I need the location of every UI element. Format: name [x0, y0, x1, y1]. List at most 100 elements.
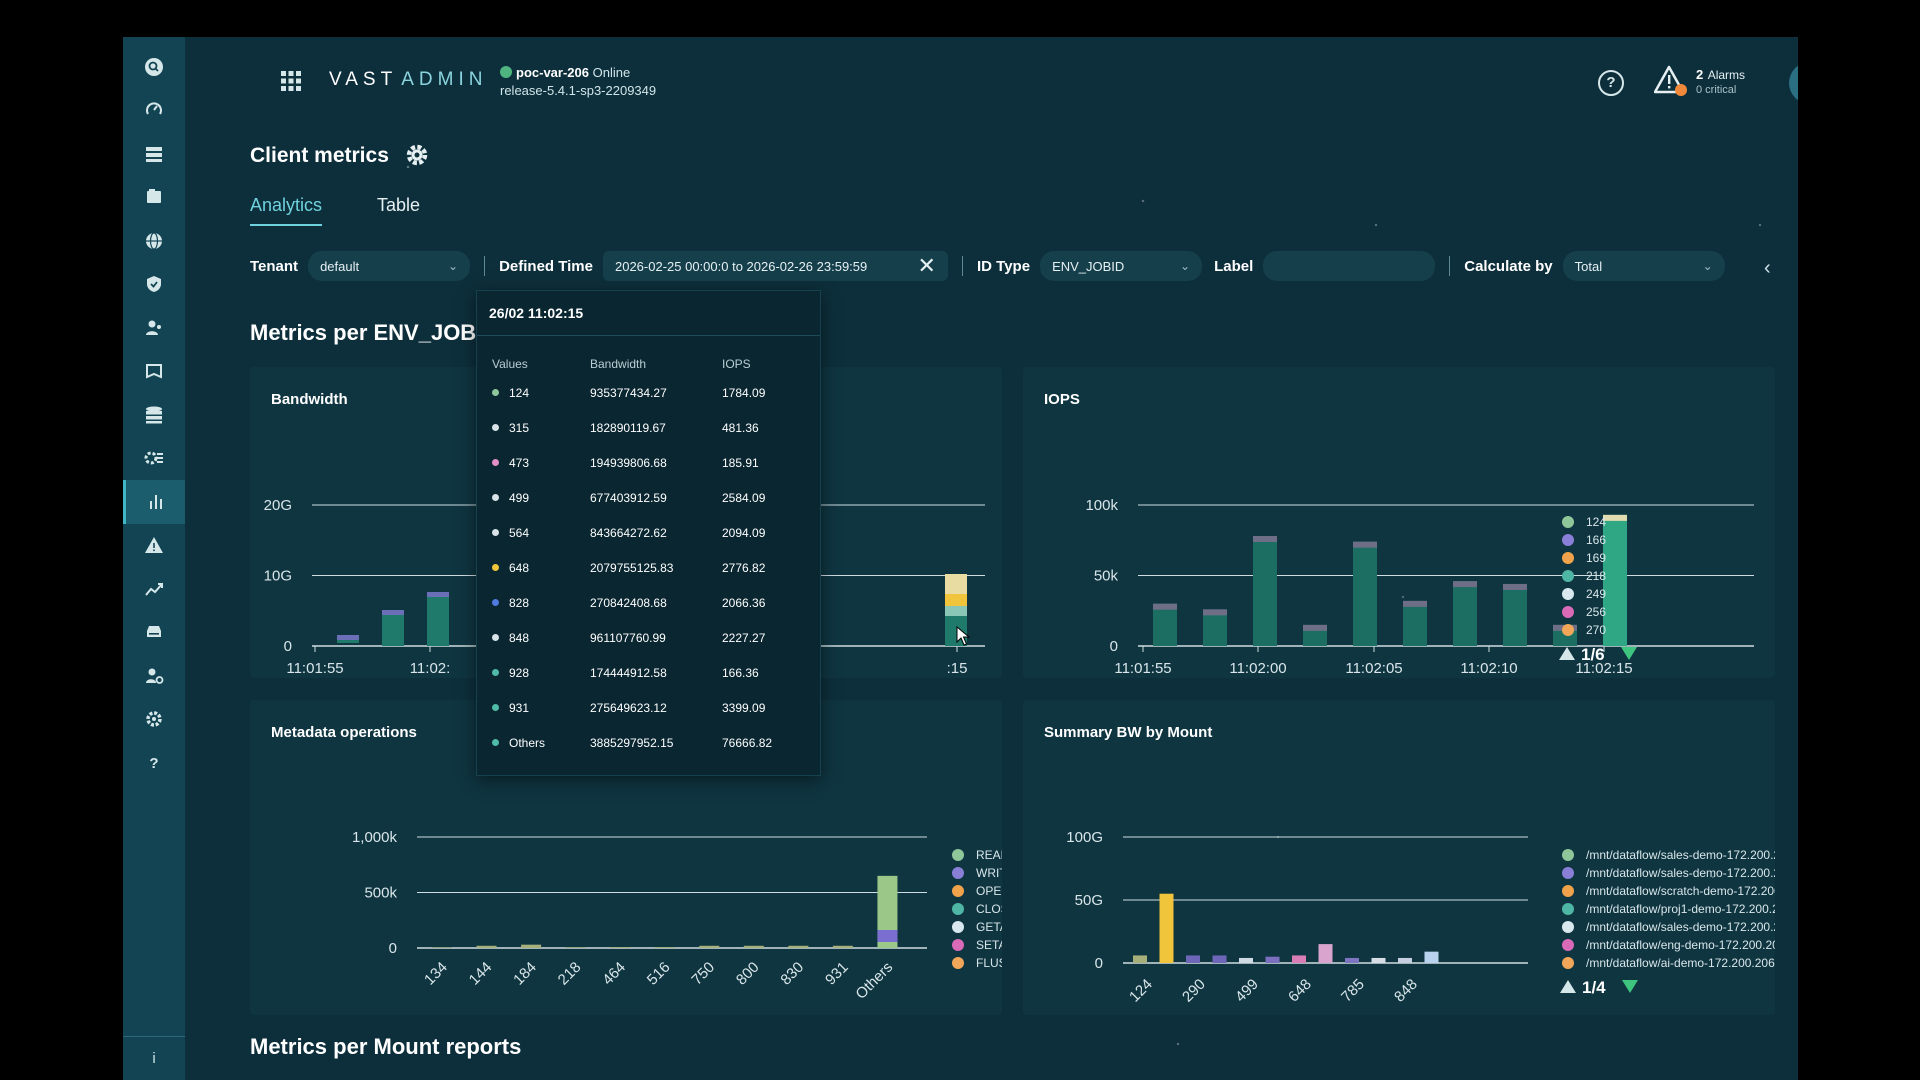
series-dot-icon [492, 459, 499, 466]
bandwidth-bar [427, 592, 449, 646]
alarms-indicator[interactable]: 2 Alarms 0 critical [1654, 65, 1745, 97]
iops-bar [1353, 541, 1377, 646]
label-input[interactable] [1263, 251, 1436, 281]
calc-label: Calculate by [1464, 257, 1553, 275]
x-tick-label: Others [852, 959, 896, 1003]
calc-select[interactable]: Total ⌄ [1562, 251, 1725, 281]
nav-search[interactable] [123, 45, 185, 89]
tooltip-row: 315 182890119.67 481.36 [492, 421, 812, 441]
tooltip-row-iops: 2066.36 [722, 596, 766, 610]
nav-cluster-settings[interactable] [123, 437, 185, 481]
nav-dashboard[interactable] [123, 89, 185, 133]
tooltip-row-bandwidth: 3885297952.15 [590, 736, 674, 750]
settings-gear-icon[interactable] [405, 143, 429, 167]
tooltip-row-bandwidth: 182890119.67 [590, 421, 666, 435]
legend-marker [1562, 903, 1574, 915]
nav-folders[interactable] [123, 176, 185, 220]
nav-user-settings[interactable] [123, 654, 185, 698]
tooltip-row-iops: 1784.09 [722, 386, 766, 400]
metadata-bar [521, 944, 542, 948]
tenant-value: default [320, 258, 360, 274]
legend-marker [1562, 606, 1574, 618]
tab-analytics[interactable]: Analytics [250, 195, 323, 226]
nav-settings[interactable] [123, 698, 185, 742]
tooltip-row-id-text: 931 [509, 701, 530, 715]
tooltip-row-bandwidth: 677403912.59 [590, 491, 667, 505]
nav-network[interactable] [123, 219, 185, 263]
nav-help[interactable]: ? [123, 741, 185, 785]
app-grid-icon[interactable] [281, 71, 301, 91]
nav-security[interactable] [123, 263, 185, 307]
collapse-panel-chevron-icon[interactable]: ‹ [1764, 257, 1771, 279]
legend-label: WRITE_COUNT [976, 866, 1002, 880]
vast-admin-logo[interactable]: VAST ADMIN [329, 69, 487, 91]
tab-table[interactable]: Table [377, 195, 421, 215]
bandwidth-title: Bandwidth [271, 391, 348, 408]
mouse-cursor-icon [956, 626, 970, 646]
clear-time-icon[interactable]: ✕ [917, 253, 936, 278]
pager-down-icon [1621, 647, 1637, 660]
left-nav-rail: ? i [123, 37, 185, 1080]
iops-bar-segment [1253, 536, 1277, 543]
x-tick-label: 800 [733, 959, 763, 989]
metadata-chart[interactable]: 1,000k 500k 0 134 144 184 218 464 516 750 800 830 93… [250, 700, 1002, 1015]
x-tick-label: 11:02:15 [1575, 660, 1632, 677]
legend-marker [1562, 957, 1574, 969]
info-button[interactable]: i [123, 1036, 185, 1080]
nav-trends[interactable] [123, 567, 185, 611]
series-dot-icon [492, 494, 499, 501]
y-tick-label: 50G [1075, 892, 1103, 909]
folders-icon [147, 189, 161, 204]
tooltip-row: Others 3885297952.15 76666.82 [492, 736, 812, 756]
legend-marker [1562, 624, 1574, 636]
x-tick-label: 218 [555, 959, 585, 989]
legend-marker [1562, 867, 1574, 879]
legend-marker [952, 921, 964, 933]
x-tick-label: 848 [1391, 976, 1421, 1006]
nav-alerts[interactable] [123, 524, 185, 568]
nav-analytics[interactable] [123, 480, 185, 524]
nav-database[interactable] [123, 393, 185, 437]
time-range-field[interactable]: 2026-02-25 00:00:0 to 2026-02-26 23:59:5… [602, 251, 948, 281]
legend-marker [952, 957, 964, 969]
series-dot-icon [492, 634, 499, 641]
x-tick-label: 11:02:00 [1229, 660, 1286, 677]
help-button[interactable]: ? [1598, 70, 1624, 96]
x-tick-label: 785 [1338, 976, 1368, 1006]
legend-marker [1562, 516, 1574, 528]
tooltip-row-bandwidth: 275649623.12 [590, 701, 667, 715]
nav-servers[interactable] [123, 132, 185, 176]
idtype-select[interactable]: ENV_JOBID ⌄ [1040, 251, 1203, 281]
legend-marker [952, 903, 964, 915]
nav-drives[interactable] [123, 611, 185, 655]
cluster-release: release-5.4.1-sp3-2209349 [500, 83, 657, 98]
tooltip-row-id: 928 [492, 666, 529, 680]
tenant-select[interactable]: default ⌄ [308, 251, 471, 281]
y-tick-label: 0 [1110, 638, 1118, 655]
tenant-label: Tenant [250, 257, 299, 275]
nav-users[interactable] [123, 306, 185, 350]
legend-label: 166 [1586, 533, 1606, 547]
user-avatar[interactable]: S [1789, 62, 1798, 104]
settings-cluster-icon [144, 451, 163, 465]
tooltip-row-id-text: 499 [509, 491, 530, 505]
legend-label: 249 [1586, 587, 1606, 601]
summary-bar [1318, 944, 1333, 963]
cluster-info[interactable]: poc-var-206 Online release-5.4.1-sp3-220… [500, 64, 656, 100]
top-header: VAST ADMIN poc-var-206 Online release-5.4… [185, 37, 1798, 117]
metadata-bar [565, 947, 586, 948]
iops-chart[interactable]: 100k 50k 0 11:01:55 11:02:00 11:02:05 11:02:10… [1023, 367, 1775, 678]
tooltip-row-id: 473 [492, 456, 529, 470]
nav-quotas[interactable] [123, 350, 185, 394]
legend-marker [1562, 921, 1574, 933]
metadata-bar [699, 945, 720, 948]
tooltip-row-id: 564 [492, 526, 529, 540]
x-tick-label: 11:01:55 [1114, 660, 1171, 677]
logo-main: VAST [329, 69, 398, 90]
summary-chart[interactable]: 100G 50G 0 124 290 499 648 785 848/mnt/dataflow/… [1023, 700, 1775, 1015]
summary-bar [1159, 893, 1174, 963]
y-tick-label: 20G [264, 497, 292, 514]
legend-marker [1562, 849, 1574, 861]
series-dot-icon [492, 599, 499, 606]
tooltip-row: 564 843664272.62 2094.09 [492, 526, 812, 546]
